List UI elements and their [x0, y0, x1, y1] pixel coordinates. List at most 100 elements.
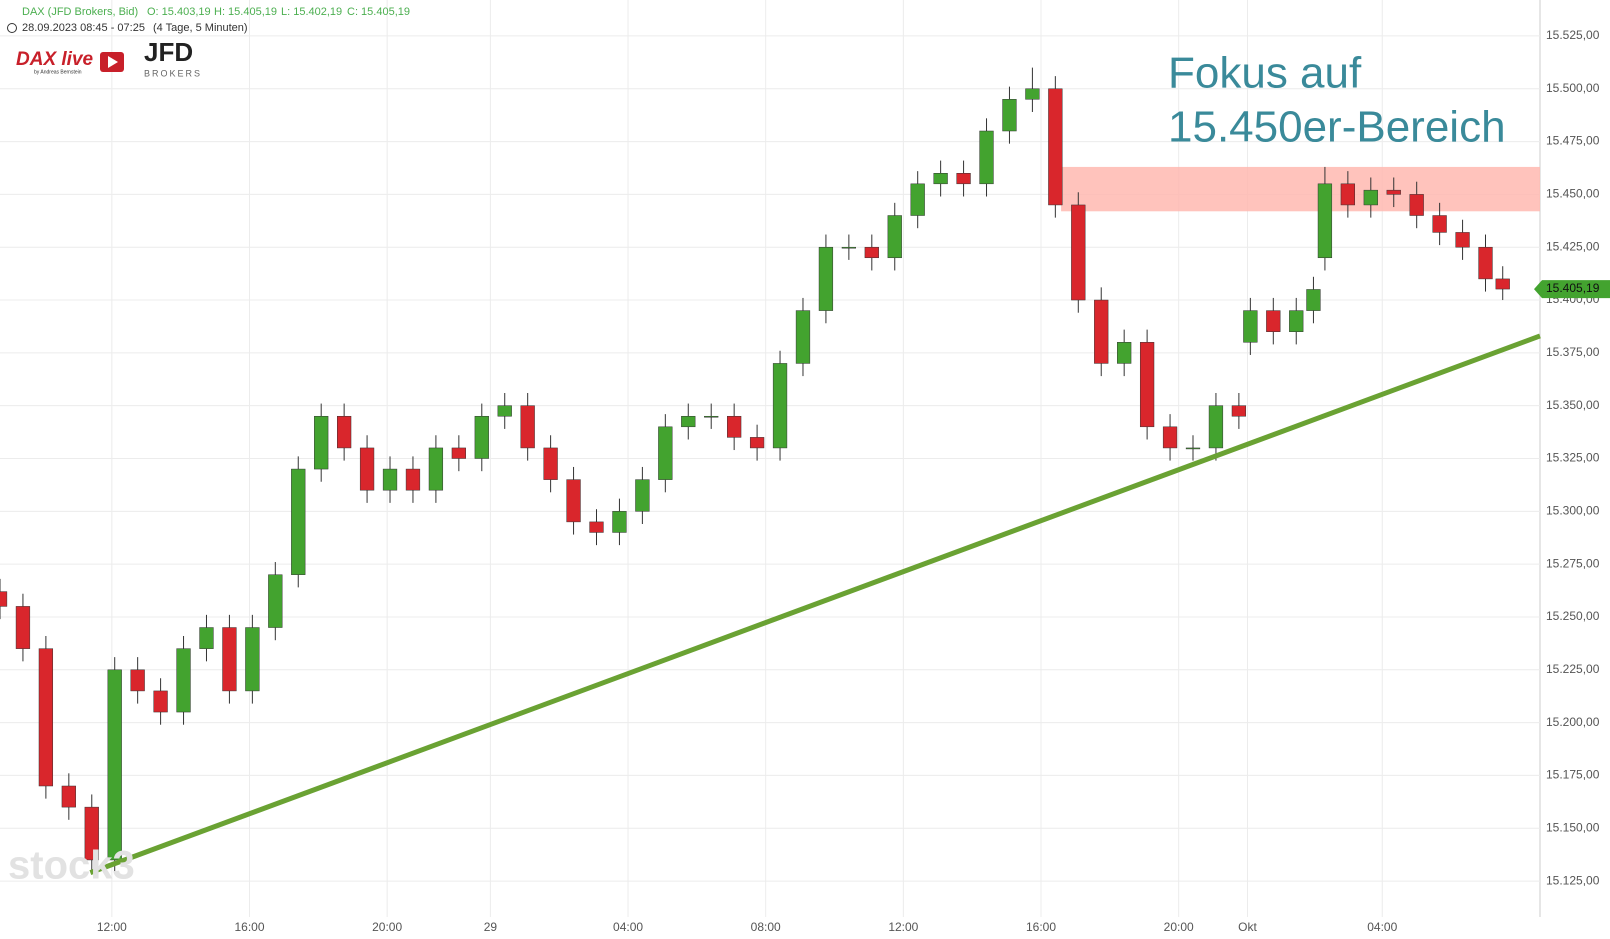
- annotation-line: 15.450er-Bereich: [1168, 103, 1506, 152]
- x-tick-label: 29: [484, 920, 498, 934]
- last-price-label: 15.405,19: [1546, 281, 1600, 295]
- candle-body: [1162, 426, 1178, 449]
- header-close: C: 15.405,19: [347, 6, 410, 18]
- candle-body: [1306, 289, 1321, 311]
- y-tick-label: 15.450,00: [1546, 187, 1600, 201]
- candle-body: [589, 521, 604, 533]
- candle-body: [107, 669, 122, 861]
- candle-body: [1139, 342, 1155, 428]
- y-tick-label: 15.225,00: [1546, 662, 1600, 676]
- y-tick-label: 15.150,00: [1546, 820, 1600, 834]
- y-tick-label: 15.200,00: [1546, 715, 1600, 729]
- candle-body: [704, 415, 719, 418]
- clock-icon: [7, 23, 17, 33]
- candle-body: [1243, 310, 1258, 343]
- trendline: [89, 333, 1541, 875]
- candle-body: [864, 246, 879, 259]
- candle-body: [1231, 405, 1247, 417]
- x-tick-label: 04:00: [613, 920, 643, 934]
- watermark: stock3: [8, 844, 135, 888]
- candle-body: [382, 468, 398, 491]
- candle-body: [749, 437, 765, 449]
- candle-body: [428, 447, 444, 491]
- y-tick-label: 15.475,00: [1546, 134, 1600, 148]
- y-tick-label: 15.300,00: [1546, 503, 1600, 517]
- candle-body: [956, 173, 971, 185]
- y-tick-label: 15.350,00: [1546, 398, 1600, 412]
- y-tick-label: 15.500,00: [1546, 81, 1600, 95]
- header-low: L: 15.402,19: [281, 6, 342, 18]
- candle-body: [887, 215, 902, 259]
- header-instrument: DAX (JFD Brokers, Bid): [22, 6, 138, 18]
- candle-body: [1340, 183, 1355, 206]
- candle-body: [451, 447, 466, 459]
- candle-body: [566, 479, 581, 523]
- candle-body: [727, 415, 742, 438]
- candle-body: [1363, 189, 1378, 206]
- candle-body: [268, 574, 283, 628]
- candle-body: [474, 415, 489, 459]
- candle-body: [1386, 189, 1401, 195]
- last-price-tag: [1534, 280, 1610, 299]
- candle-body: [1495, 278, 1510, 290]
- candle-body: [1002, 99, 1017, 132]
- candle-body: [841, 246, 856, 249]
- candle-body: [543, 447, 558, 480]
- y-tick-label: 15.175,00: [1546, 768, 1600, 782]
- candle-body: [795, 310, 811, 364]
- broker-sub: BROKERS: [144, 68, 202, 78]
- logo-text: DAX live: [16, 49, 94, 70]
- candle-body: [612, 511, 627, 533]
- y-tick-label: 15.275,00: [1546, 556, 1600, 570]
- candle-body: [337, 415, 352, 449]
- candle-body: [1208, 405, 1224, 449]
- candle-body: [199, 627, 214, 649]
- candle-body: [314, 415, 329, 470]
- candle-body: [1266, 310, 1281, 332]
- candle-body: [38, 648, 54, 787]
- candle-body: [1289, 310, 1304, 332]
- annotation-line: Fokus auf: [1168, 49, 1362, 98]
- candle-body: [61, 785, 76, 808]
- logo-sub: by Andreas Bernstein: [34, 69, 82, 75]
- candle-body: [933, 173, 948, 185]
- candle-body: [291, 468, 306, 575]
- candle-body: [910, 183, 925, 216]
- x-tick-label: 12:00: [97, 920, 127, 934]
- candle-body: [979, 130, 994, 185]
- candle-body: [1478, 246, 1493, 280]
- header-open: O: 15.403,19: [147, 6, 211, 18]
- candle-body: [0, 591, 8, 607]
- candle-body: [497, 405, 512, 417]
- candle-body: [130, 669, 145, 692]
- x-tick-label: 12:00: [888, 920, 918, 934]
- x-tick-label: 08:00: [751, 920, 781, 934]
- y-tick-label: 15.325,00: [1546, 451, 1600, 465]
- candle-body: [153, 690, 168, 713]
- y-tick-label: 15.375,00: [1546, 345, 1600, 359]
- candle-body: [1317, 183, 1333, 259]
- focus-zone: [1061, 166, 1540, 212]
- x-tick-label: Okt: [1238, 920, 1257, 934]
- candle-body: [405, 468, 421, 491]
- candle-body: [15, 606, 31, 649]
- y-tick-label: 15.125,00: [1546, 873, 1600, 887]
- header-period: (4 Tage, 5 Minuten): [153, 22, 248, 34]
- x-tick-label: 16:00: [234, 920, 264, 934]
- candle-body: [1185, 447, 1201, 450]
- candle-body: [772, 363, 788, 449]
- x-tick-label: 20:00: [1164, 920, 1194, 934]
- candle-body: [658, 426, 673, 480]
- candle-body: [222, 627, 237, 692]
- marks: [0, 67, 1541, 875]
- candle-body: [245, 627, 260, 692]
- header-high: H: 15.405,19: [214, 6, 277, 18]
- candle-body: [1117, 342, 1132, 364]
- candle-body: [1432, 215, 1447, 233]
- candle-body: [818, 246, 834, 311]
- x-tick-label: 16:00: [1026, 920, 1056, 934]
- candle-body: [84, 806, 99, 861]
- candle-body: [1094, 299, 1109, 364]
- candle-body: [520, 405, 535, 449]
- y-tick-label: 15.250,00: [1546, 609, 1600, 623]
